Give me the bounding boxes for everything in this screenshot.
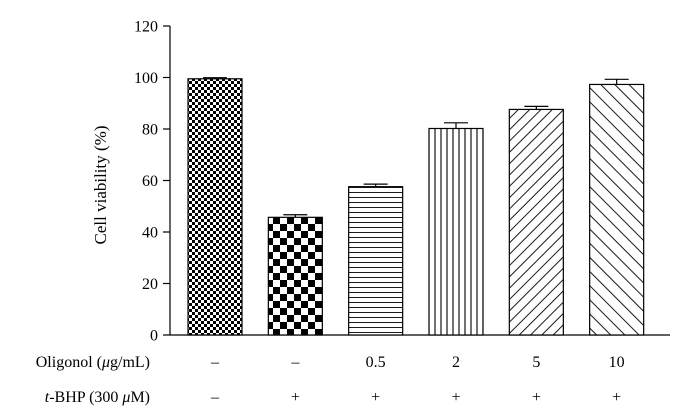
y-ticks: 0 20 40 60 80 100 120 bbox=[134, 19, 170, 345]
condition-value: 0.5 bbox=[366, 354, 386, 371]
bar-2 bbox=[267, 216, 323, 336]
y-tick-label: 20 bbox=[142, 276, 158, 293]
condition-value: 5 bbox=[532, 354, 540, 371]
bar-3 bbox=[348, 186, 404, 336]
condition-value: + bbox=[532, 389, 541, 406]
condition-value: + bbox=[612, 389, 621, 406]
y-tick-label: 0 bbox=[150, 328, 158, 345]
y-tick-label: 40 bbox=[142, 225, 158, 242]
condition-value: 10 bbox=[609, 354, 625, 371]
condition-value: – bbox=[210, 389, 220, 406]
condition-value: – bbox=[290, 354, 300, 371]
y-tick-label: 60 bbox=[142, 173, 158, 190]
condition-row-label-0: Oligonol (μg/mL) bbox=[36, 354, 150, 371]
condition-value: – bbox=[210, 354, 220, 371]
condition-value: + bbox=[451, 389, 460, 406]
condition-value: + bbox=[371, 389, 380, 406]
bars bbox=[187, 78, 645, 336]
y-tick-label: 120 bbox=[134, 19, 158, 36]
y-tick-label: 80 bbox=[142, 122, 158, 139]
y-tick-label: 100 bbox=[134, 70, 158, 87]
bar-4 bbox=[428, 127, 484, 336]
bar-6 bbox=[589, 83, 645, 336]
condition-rows: Oligonol (μg/mL) – – 0.5 2 5 10 t-BHP (300 μM) –… bbox=[36, 354, 625, 406]
condition-row-label-1: t-BHP (300 μM) bbox=[45, 389, 150, 406]
y-axis-title: Cell viability (%) bbox=[91, 126, 110, 245]
bar-1 bbox=[187, 78, 243, 336]
bar-5 bbox=[508, 108, 564, 336]
error-bars bbox=[203, 77, 629, 218]
condition-value: + bbox=[291, 389, 300, 406]
condition-value: 2 bbox=[452, 354, 460, 371]
